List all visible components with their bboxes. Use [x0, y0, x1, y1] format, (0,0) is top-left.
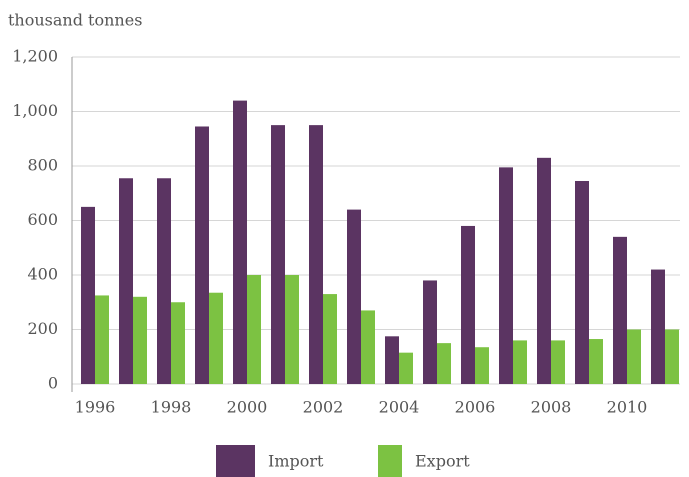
- bar: [589, 339, 603, 384]
- y-tick-label: 1,200: [12, 47, 58, 66]
- x-tick-label: 2008: [531, 398, 572, 417]
- bar: [537, 157, 551, 384]
- bar: [361, 310, 375, 384]
- bar: [95, 295, 109, 384]
- bar: [285, 275, 299, 384]
- y-tick-label: 1,000: [12, 101, 58, 120]
- y-tick-label: 0: [48, 374, 58, 393]
- x-tick-label: 2004: [379, 398, 420, 417]
- bar: [513, 340, 527, 384]
- y-tick-label: 400: [27, 265, 58, 284]
- bar: [627, 329, 641, 384]
- y-tick-label: 600: [27, 210, 58, 229]
- x-tick-label: 1998: [151, 398, 192, 417]
- bar: [499, 167, 513, 384]
- x-tick-label: 2006: [455, 398, 496, 417]
- legend-label: Import: [268, 452, 324, 471]
- bar: [323, 294, 337, 384]
- bar: [233, 100, 247, 384]
- bar: [613, 236, 627, 384]
- bar: [575, 180, 589, 384]
- bar: [347, 209, 361, 384]
- y-tick-label: 200: [27, 319, 58, 338]
- bar: [157, 178, 171, 384]
- x-tick-label: 2002: [303, 398, 344, 417]
- x-tick-label: 2000: [227, 398, 268, 417]
- y-axis-label: thousand tonnes: [8, 11, 142, 30]
- bar: [461, 225, 475, 384]
- x-tick-label: 1996: [75, 398, 116, 417]
- bar: [385, 336, 399, 384]
- legend-swatch: [216, 445, 255, 477]
- legend-label: Export: [415, 452, 470, 471]
- bar: [665, 329, 679, 384]
- bar: [119, 178, 133, 384]
- bar: [195, 126, 209, 385]
- bar: [133, 296, 147, 384]
- bar: [423, 280, 437, 384]
- bar: [271, 125, 285, 384]
- bar: [171, 302, 185, 384]
- x-tick-label: 2010: [607, 398, 648, 417]
- y-tick-label: 800: [27, 156, 58, 175]
- bar: [81, 206, 95, 384]
- bar: [399, 352, 413, 384]
- bar: [209, 292, 223, 384]
- bar: [437, 343, 451, 384]
- bar: [651, 269, 665, 384]
- bar: [247, 275, 261, 384]
- bar: [475, 347, 489, 384]
- legend-swatch: [378, 445, 402, 477]
- bar: [309, 125, 323, 384]
- bar: [551, 340, 565, 384]
